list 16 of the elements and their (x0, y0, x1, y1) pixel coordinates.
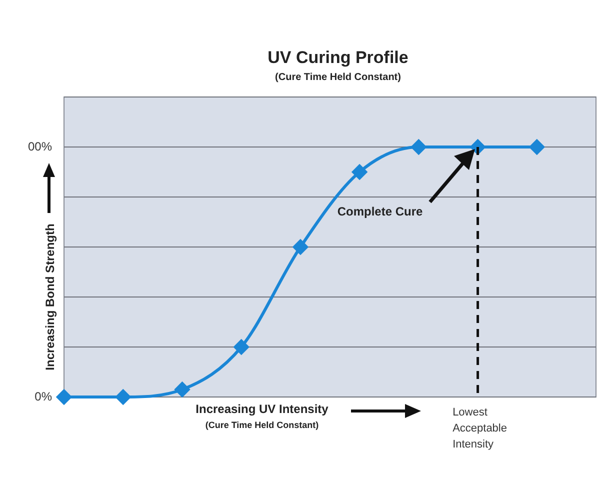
point (352, 164, 368, 180)
point (529, 140, 544, 154)
text: 00% (28, 139, 52, 154)
chart-subtitle: (Cure Time Held Constant) (275, 72, 401, 83)
point (292, 240, 308, 254)
text: 0% (34, 389, 52, 404)
y-axis-title: Increasing Bond Strength (43, 224, 57, 370)
point (116, 390, 131, 404)
point (56, 390, 72, 404)
x-axis-title: Increasing UV Intensity (Cure Time Held Constant) (196, 402, 328, 432)
point (411, 140, 426, 154)
point (174, 382, 190, 397)
text: Lowest Acceptable Intensity (452, 406, 508, 451)
annotation: Complete Cure (337, 204, 423, 218)
chart-title: UV Curing Profile (268, 48, 408, 68)
point (234, 340, 249, 354)
